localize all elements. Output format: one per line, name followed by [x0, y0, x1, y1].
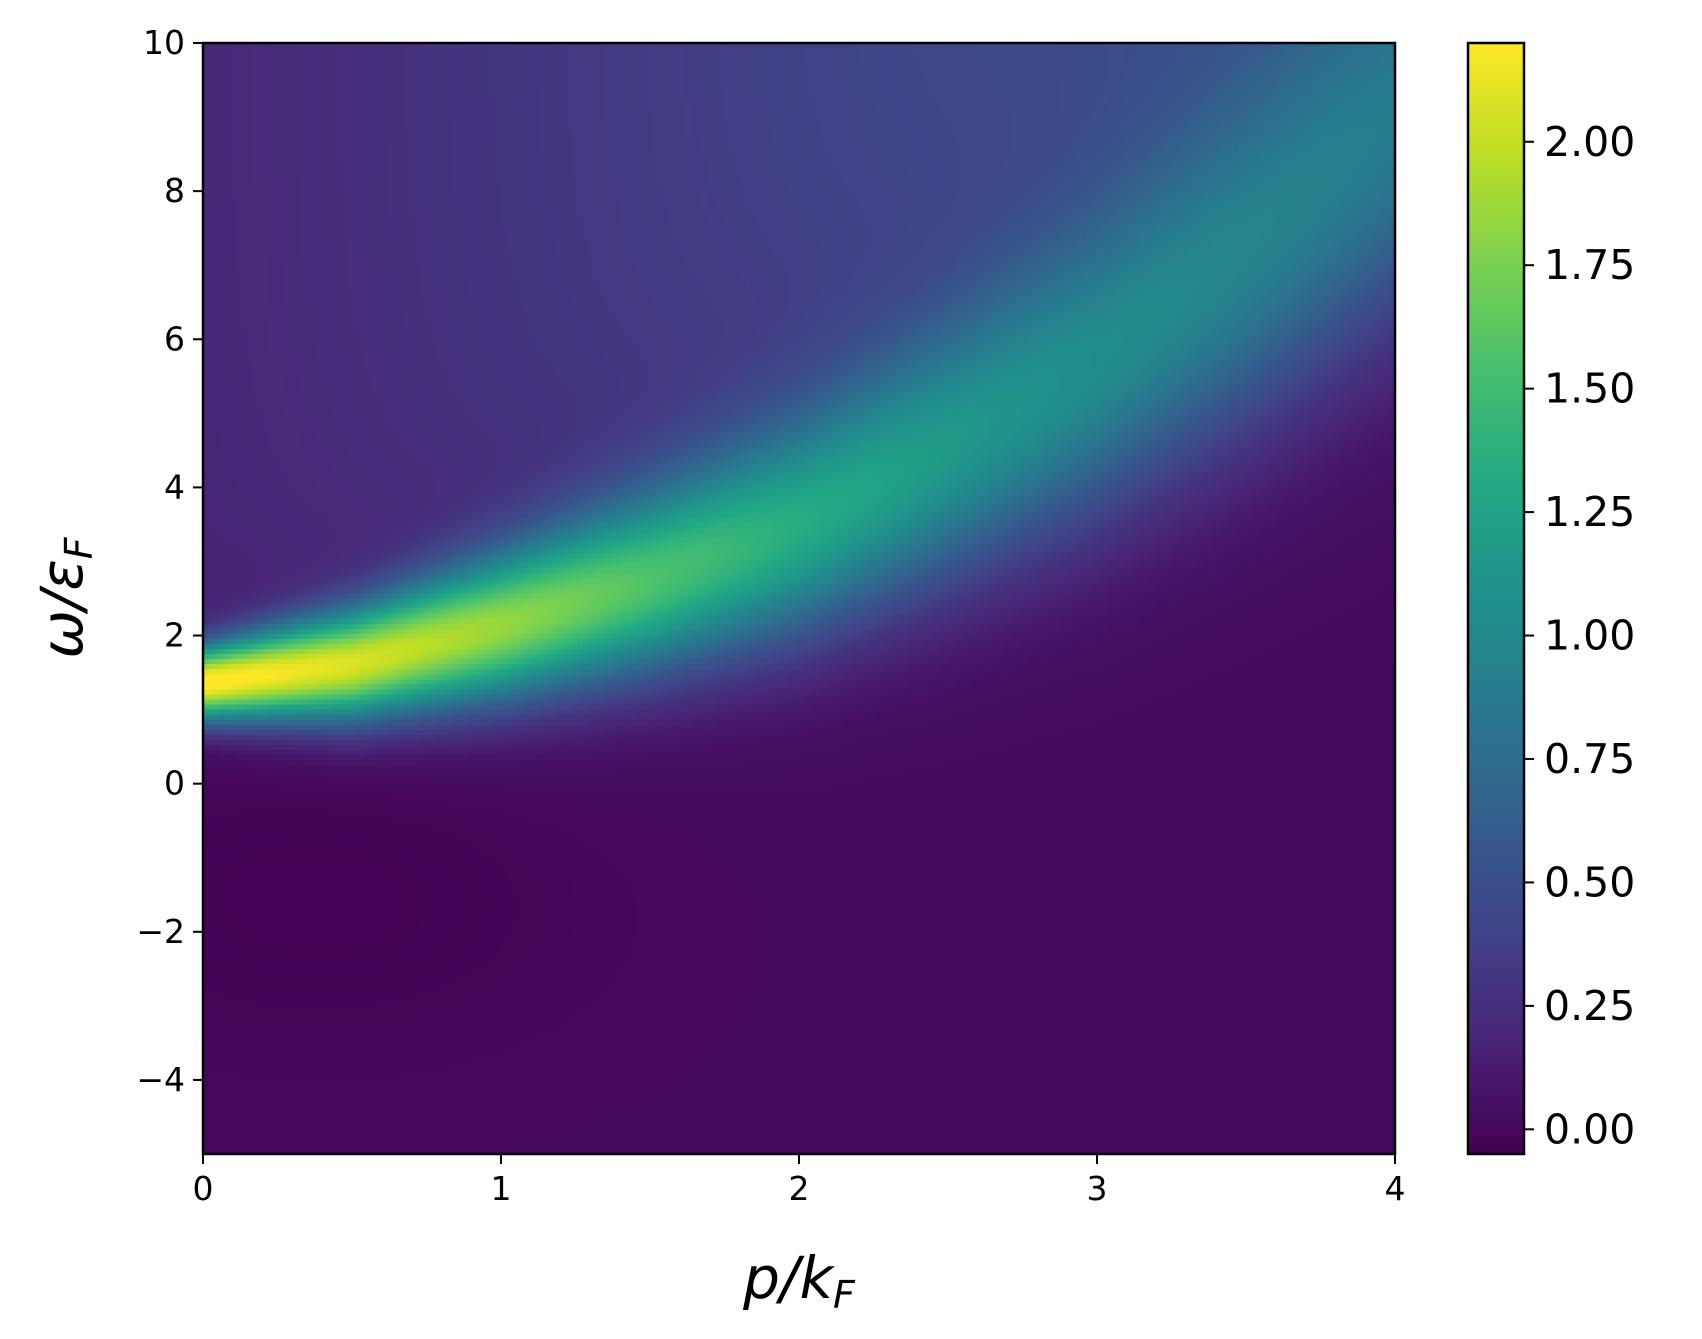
colorbar-tick-label: 1.50	[1544, 365, 1635, 413]
colorbar-frame	[1466, 41, 1526, 1156]
x-tick-label: 3	[1087, 1169, 1108, 1208]
y-axis-label: ω/εF	[28, 536, 101, 658]
x-axis-label-sub: F	[833, 1273, 856, 1317]
y-tick-label: 8	[164, 171, 185, 210]
y-axis-label-sub: F	[57, 536, 101, 559]
y-axis-ticks: −4 −2 0 2 4 6 8 10	[136, 23, 203, 1099]
x-tick-label: 2	[789, 1169, 810, 1208]
y-tick-label: 10	[143, 23, 185, 62]
x-tick-label: 4	[1385, 1169, 1406, 1208]
y-tick-label: 4	[164, 467, 185, 506]
colorbar-tick-label: 1.75	[1544, 241, 1635, 289]
colorbar-tick-label: 2.00	[1544, 118, 1635, 166]
y-tick-label: 6	[164, 319, 185, 358]
x-axis-label-main: p/k	[742, 1244, 835, 1312]
x-tick-label: 1	[491, 1169, 512, 1208]
colorbar-gradient	[1468, 43, 1524, 1154]
colorbar-tick-label: 1.00	[1544, 612, 1635, 660]
colorbar-tick-label: 0.25	[1544, 982, 1635, 1030]
heatmap-image	[203, 43, 1395, 1154]
x-tick-label: 0	[193, 1169, 214, 1208]
colorbar-tick-label: 0.00	[1544, 1105, 1635, 1153]
colorbar-tick-label: 0.50	[1544, 858, 1635, 906]
colorbar-ticks: 0.00 0.25 0.50 0.75 1.00 1.25 1.50 1.75 2.00	[1524, 118, 1635, 1153]
colorbar-tick-label: 1.25	[1544, 488, 1635, 536]
plot-frame	[201, 41, 1397, 1156]
y-tick-label: −4	[136, 1060, 185, 1099]
y-tick-label: −2	[136, 912, 185, 951]
x-axis-ticks: 0 1 2 3 4	[193, 1154, 1406, 1208]
colorbar-tick-label: 0.75	[1544, 735, 1635, 783]
y-tick-label: 2	[164, 616, 185, 655]
y-tick-label: 0	[164, 764, 185, 803]
x-axis-label: p/kF	[742, 1244, 856, 1317]
y-axis-label-main: ω/ε	[28, 559, 96, 658]
